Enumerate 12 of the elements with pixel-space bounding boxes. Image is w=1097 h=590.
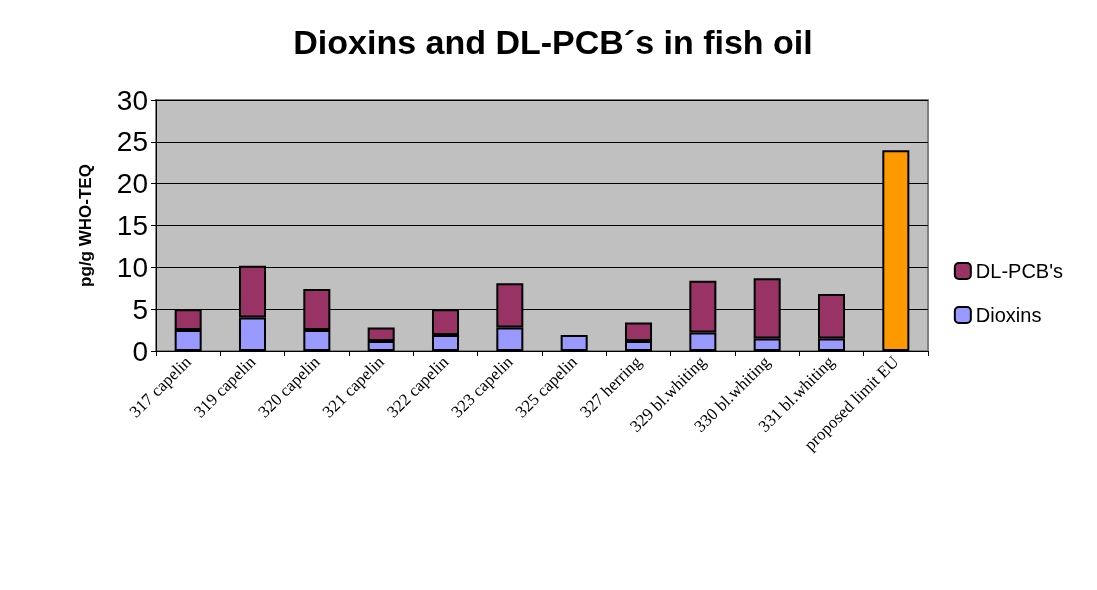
y-tick-label: 25	[116, 126, 148, 158]
y-tick-label: 15	[116, 210, 148, 241]
y-tick-label: 5	[132, 293, 148, 325]
y-tick-label: 10	[116, 251, 148, 283]
chart-title: Dioxins and DL-PCB´s in fish oil	[293, 23, 813, 61]
y-tick-label: 30	[116, 84, 148, 116]
legend-label: Dioxins	[975, 304, 1042, 326]
bar	[560, 335, 588, 351]
y-axis-title: pg/g WHO-TEQ	[76, 164, 95, 287]
y-tick-label: 20	[116, 168, 148, 200]
y-tick-label: 0	[132, 335, 148, 367]
legend-label: DL-PCB's	[975, 260, 1063, 282]
